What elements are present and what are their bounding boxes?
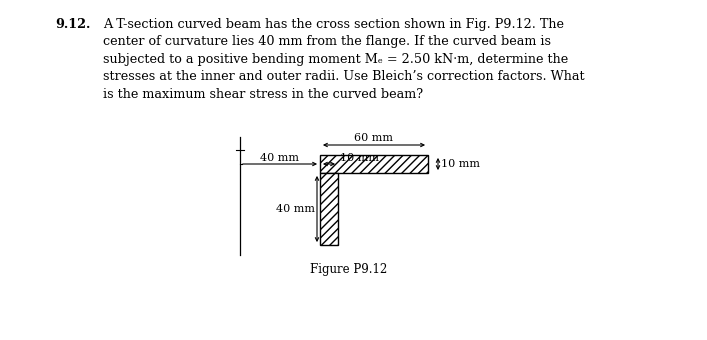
Text: 10 mm: 10 mm — [441, 159, 480, 169]
Text: A T-section curved beam has the cross section shown in Fig. P9.12. The: A T-section curved beam has the cross se… — [103, 18, 564, 31]
Bar — [320, 173, 338, 245]
Bar — [320, 155, 428, 173]
Text: 40 mm: 40 mm — [276, 204, 315, 214]
Text: 40 mm: 40 mm — [260, 153, 300, 163]
Text: 60 mm: 60 mm — [354, 133, 394, 143]
Text: subjected to a positive bending moment Mₑ = 2.50 kN·m, determine the: subjected to a positive bending moment M… — [103, 53, 568, 66]
Text: Figure P9.12: Figure P9.12 — [310, 263, 387, 276]
Text: 10 mm: 10 mm — [340, 153, 379, 163]
Text: is the maximum shear stress in the curved beam?: is the maximum shear stress in the curve… — [103, 88, 423, 101]
Text: 9.12.: 9.12. — [55, 18, 90, 31]
Text: center of curvature lies 40 mm from the flange. If the curved beam is: center of curvature lies 40 mm from the … — [103, 35, 551, 49]
Text: stresses at the inner and outer radii. Use Bleich’s correction factors. What: stresses at the inner and outer radii. U… — [103, 70, 585, 84]
